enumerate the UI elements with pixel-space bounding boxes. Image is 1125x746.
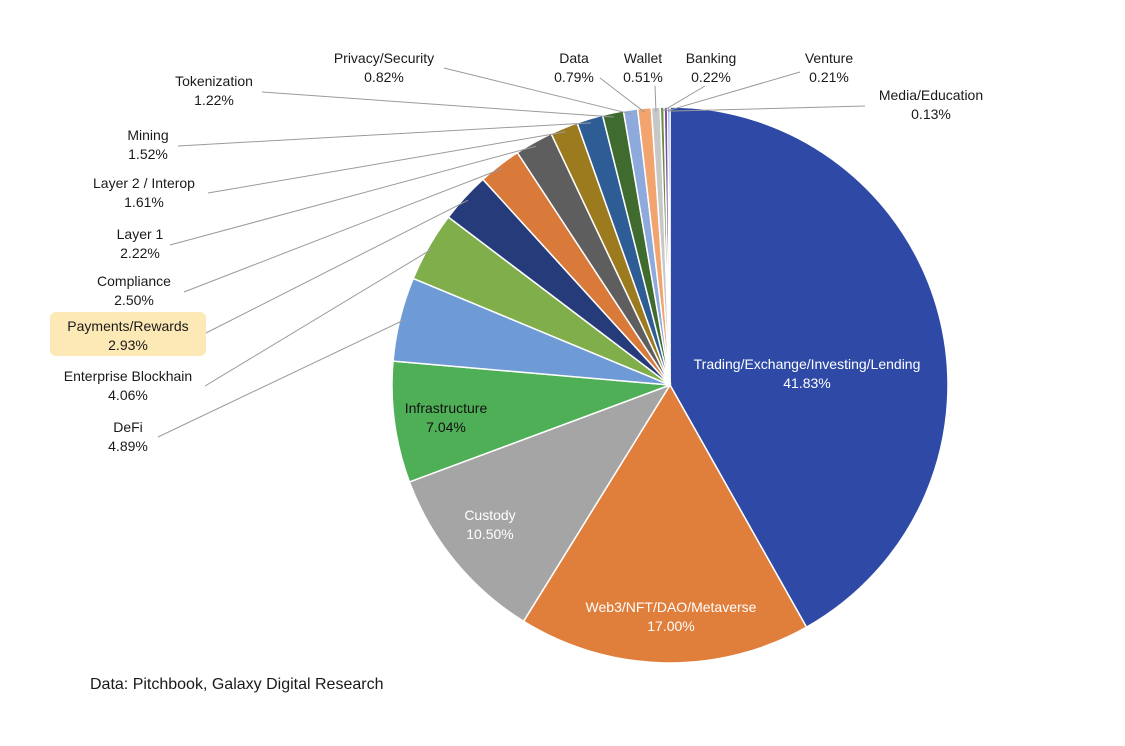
slice-label-name: Venture xyxy=(805,50,853,66)
slice-label-name: Wallet xyxy=(624,50,662,66)
slice-label-tokenization: Tokenization 1.22% xyxy=(175,73,253,108)
slice-label-name: Web3/NFT/DAO/Metaverse xyxy=(586,599,757,615)
slice-label-name: Data xyxy=(559,50,589,66)
slice-label-name: Trading/Exchange/Investing/Lending xyxy=(694,356,921,372)
leader-line-defi xyxy=(157,319,405,438)
slice-label-layer-2-interop: Layer 2 / Interop 1.61% xyxy=(93,175,195,210)
leader-lines xyxy=(157,67,866,438)
slice-label-data: Data 0.79% xyxy=(554,50,594,85)
leader-line-compliance xyxy=(183,168,503,293)
slice-trading-exchange-investing-lending xyxy=(669,106,949,629)
slice-label-value: 2.22% xyxy=(120,245,160,261)
slice-label-name: Privacy/Security xyxy=(334,50,434,66)
slice-label-name: Layer 1 xyxy=(117,226,164,242)
slice-labels: Trading/Exchange/Investing/Lending 41.83%… xyxy=(50,50,983,634)
slice-label-value: 0.79% xyxy=(554,69,594,85)
slice-label-name: Tokenization xyxy=(175,73,253,89)
slice-label-defi: DeFi 4.89% xyxy=(108,419,148,454)
slice-custody xyxy=(408,383,672,623)
leader-line-layer-2-interop xyxy=(207,131,566,194)
slice-label-value: 0.21% xyxy=(809,69,849,85)
slice-label-mining: Mining 1.52% xyxy=(127,127,168,162)
slice-label-name: Media/Education xyxy=(879,87,983,103)
pie-slices xyxy=(391,106,949,664)
slice-label-layer-1: Layer 1 2.22% xyxy=(117,226,164,261)
slice-label-value: 4.06% xyxy=(108,387,148,403)
leader-line-venture xyxy=(665,71,801,112)
slice-label-value: 1.61% xyxy=(124,194,164,210)
slice-label-value: 1.52% xyxy=(128,146,168,162)
slice-label-value: 41.83% xyxy=(783,375,830,391)
slice-label-name: Layer 2 / Interop xyxy=(93,175,195,191)
slice-label-privacy-security: Privacy/Security 0.82% xyxy=(334,50,434,85)
slice-label-enterprise-blockhain: Enterprise Blockhain 4.06% xyxy=(64,368,192,403)
leader-line-tokenization xyxy=(261,91,614,118)
leader-line-wallet xyxy=(654,85,657,112)
slice-label-custody: Custody 10.50% xyxy=(464,507,515,542)
slice-label-web3-nft-dao-metaverse: Web3/NFT/DAO/Metaverse 17.00% xyxy=(586,599,757,634)
slice-label-infrastructure: Infrastructure 7.04% xyxy=(405,400,488,435)
slice-label-compliance: Compliance 2.50% xyxy=(97,273,171,308)
leader-line-media-education xyxy=(668,105,866,112)
slice-label-name: Compliance xyxy=(97,273,171,289)
leader-line-banking xyxy=(662,85,706,112)
slice-label-media-education: Media/Education 0.13% xyxy=(879,87,983,122)
slice-label-value: 0.82% xyxy=(364,69,404,85)
slice-label-value: 2.93% xyxy=(108,337,148,353)
slice-label-trading-exchange-investing-lending: Trading/Exchange/Investing/Lending 41.83% xyxy=(694,356,921,391)
slice-label-name: Payments/Rewards xyxy=(67,318,188,334)
slice-label-name: Mining xyxy=(127,127,168,143)
slice-label-wallet: Wallet 0.51% xyxy=(623,50,663,85)
slice-label-payments-rewards: Payments/Rewards 2.93% xyxy=(67,318,188,353)
leader-line-data xyxy=(599,77,646,113)
slice-label-banking: Banking 0.22% xyxy=(686,50,737,85)
slice-label-value: 4.89% xyxy=(108,438,148,454)
label-highlight xyxy=(50,312,206,356)
slice-label-value: 1.22% xyxy=(194,92,234,108)
slice-label-name: Enterprise Blockhain xyxy=(64,368,192,384)
leader-line-payments-rewards xyxy=(199,199,469,337)
slice-label-value: 10.50% xyxy=(466,526,513,542)
slice-label-value: 0.51% xyxy=(623,69,663,85)
slice-label-value: 2.50% xyxy=(114,292,154,308)
slice-label-venture: Venture 0.21% xyxy=(805,50,853,85)
leader-line-enterprise-blockhain xyxy=(204,248,433,387)
leader-line-mining xyxy=(177,122,591,147)
slice-infrastructure xyxy=(391,360,671,483)
source-note: Data: Pitchbook, Galaxy Digital Research xyxy=(90,676,384,693)
slice-label-name: Banking xyxy=(686,50,737,66)
slice-label-value: 0.13% xyxy=(911,106,951,122)
slice-web3-nft-dao-metaverse xyxy=(522,383,808,664)
slice-label-value: 7.04% xyxy=(426,419,466,435)
slice-label-name: Custody xyxy=(464,507,515,523)
slice-label-value: 17.00% xyxy=(647,618,694,634)
slice-label-name: DeFi xyxy=(113,419,143,435)
leader-line-layer-1 xyxy=(169,145,537,246)
slice-label-value: 0.22% xyxy=(691,69,731,85)
slice-label-name: Infrastructure xyxy=(405,400,488,416)
leader-line-privacy-security xyxy=(443,67,632,115)
